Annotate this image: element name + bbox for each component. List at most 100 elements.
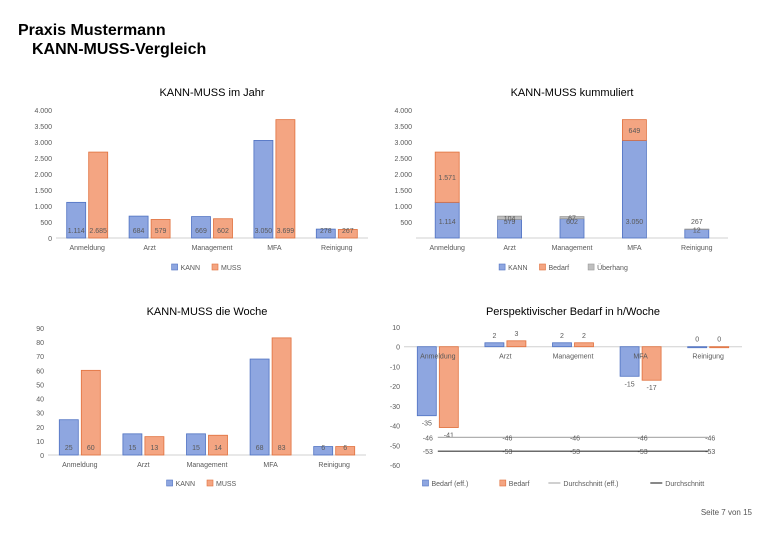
x-tick-label: MFA [263, 462, 278, 469]
y-tick-label: 3.500 [34, 124, 52, 131]
bar-kann-mfa [249, 358, 270, 456]
data-label-muss-management: 602 [217, 228, 229, 235]
x-tick-label: Reinigung [318, 462, 350, 469]
y-tick-label: 10 [36, 439, 44, 446]
bar-kann-reinigung [315, 228, 336, 239]
bar-kann-arzt [122, 433, 143, 456]
y-tick-label: -40 [390, 424, 400, 431]
x-tick-label: Reinigung [681, 245, 713, 252]
bar-kann-reinigung [313, 446, 334, 456]
x-tick-label: Arzt [143, 245, 156, 252]
y-tick-label: -60 [390, 463, 400, 470]
y-tick-label: 3.500 [394, 124, 412, 131]
bar-muss-mfa [275, 119, 296, 239]
bar-bedarf-anmeldung [434, 151, 460, 203]
chart-title: KANN-MUSS kummuliert [511, 87, 634, 99]
legend-label-muss: MUSS [216, 481, 237, 488]
data-label-muss-arzt: 13 [151, 445, 159, 452]
bar-muss-arzt [144, 436, 165, 456]
chart-kann-muss-jahr: KANN-MUSS im Jahr 0 500 1.000 1.500 2.000 2.50… [34, 87, 368, 272]
data-label-bedarf-eff-mfa: -15 [625, 381, 635, 388]
legend-label-kann: KANN [176, 481, 195, 488]
data-label-kann-anmeldung: 1.114 [439, 219, 456, 226]
avg-label-durchschnitt-eff: -46 [638, 435, 648, 442]
x-tick-label: Anmeldung [69, 245, 105, 252]
data-label-bedarf-eff-reinigung: 0 [695, 337, 699, 344]
bar-bedarf-eff-arzt [484, 342, 505, 348]
bar-kann-management [191, 216, 211, 239]
bar-kann-management [186, 433, 206, 456]
legend-swatch-muss [211, 263, 219, 271]
y-tick-label: 1.000 [34, 204, 52, 211]
bar-muss-anmeldung [80, 369, 101, 456]
legend-swatch-kann [498, 263, 506, 271]
avg-label-durchschnitt-eff: -46 [705, 435, 715, 442]
y-tick-label: 1.000 [394, 204, 412, 211]
avg-label-durchschnitt: -53 [502, 449, 512, 456]
avg-label-durchschnitt: -53 [423, 449, 433, 456]
data-label-berhang-arzt: 104 [504, 216, 516, 223]
legend-label-kann: KANN [181, 265, 200, 272]
bar-bedarf-reinigung [709, 346, 730, 349]
x-tick-label: Management [187, 462, 228, 469]
page-footer: Seite 7 von 15 [700, 508, 752, 517]
data-label-kann-mfa: 3.050 [626, 219, 644, 226]
data-label-kann-arzt: 579 [504, 219, 516, 226]
data-label-kann-reinigung: 267 [691, 219, 703, 226]
chart-title: KANN-MUSS die Woche [147, 306, 268, 318]
y-tick-label: 1.500 [34, 188, 52, 195]
data-label-kann-arzt: 15 [129, 445, 137, 452]
legend-label-bedarf-eff: Bedarf (eff.) [432, 481, 469, 488]
chart-title: Perspektivischer Bedarf in h/Woche [486, 306, 660, 318]
data-label-kann-anmeldung: 25 [65, 445, 73, 452]
x-tick-label: Reinigung [321, 245, 353, 252]
y-tick-label: 1.500 [394, 188, 412, 195]
data-label-bedarf-arzt: 3 [514, 331, 518, 338]
avg-label-durchschnitt-eff: -46 [570, 435, 580, 442]
y-tick-label: 70 [36, 354, 44, 361]
data-label-bedarf-mfa: 649 [629, 128, 641, 135]
y-tick-label: 0 [40, 453, 44, 460]
x-tick-label: MFA [627, 245, 642, 252]
x-tick-label: Management [553, 354, 594, 361]
bar-kann-arzt [128, 215, 149, 239]
data-label-bedarf-anmeldung: -41 [444, 433, 454, 440]
y-tick-label: 50 [36, 382, 44, 389]
bar-muss-management [213, 218, 233, 239]
bar-berhang-arzt [497, 215, 522, 220]
page-title: Praxis Mustermann [18, 22, 166, 39]
legend-label-muss: MUSS [221, 265, 242, 272]
data-label-kann-mfa: 3.050 [255, 228, 273, 235]
bar-bedarf-anmeldung [438, 346, 459, 428]
y-tick-label: 3.000 [394, 140, 412, 147]
x-tick-label: Reinigung [692, 354, 724, 361]
legend-label-durchschnitt: Durchschnitt [665, 481, 704, 488]
x-tick-label: MFA [633, 354, 648, 361]
data-label-bedarf-management: 2 [582, 333, 586, 340]
y-tick-label: 2.000 [34, 172, 52, 179]
legend-label-bedarf: Bedarf [549, 265, 570, 272]
chart-perspektivischer-bedarf: Perspektivischer Bedarf in h/Woche -60 -50… [390, 306, 742, 488]
data-label-kann-anmeldung: 1.114 [68, 228, 85, 235]
legend-label-kann: KANN [508, 265, 527, 272]
avg-label-durchschnitt: -53 [705, 449, 715, 456]
y-tick-label: 20 [36, 425, 44, 432]
avg-label-durchschnitt: -53 [570, 449, 580, 456]
bar-bedarf-eff-management [552, 342, 572, 348]
x-tick-label: Management [192, 245, 233, 252]
data-label-kann-management: 669 [195, 228, 207, 235]
data-label-muss-reinigung: 267 [342, 228, 354, 235]
y-tick-label: 60 [36, 368, 44, 375]
data-label-bedarf-eff-anmeldung: -35 [422, 421, 432, 428]
bar-kann-mfa [621, 140, 647, 239]
chart-kann-muss-woche: KANN-MUSS die Woche 0 10 20 30 40 50 60 70 80 90 25… [36, 306, 366, 488]
bar-muss-management [208, 434, 228, 456]
x-tick-label: Anmeldung [429, 245, 465, 252]
bar-kann-mfa [253, 140, 274, 239]
y-tick-label: 2.000 [394, 172, 412, 179]
y-tick-label: 4.000 [394, 108, 412, 115]
chart-title: KANN-MUSS im Jahr [159, 87, 264, 99]
page-subtitle: KANN-MUSS-Vergleich [32, 41, 207, 58]
bar-muss-anmeldung [88, 151, 109, 239]
legend-swatch-kann [166, 479, 173, 487]
